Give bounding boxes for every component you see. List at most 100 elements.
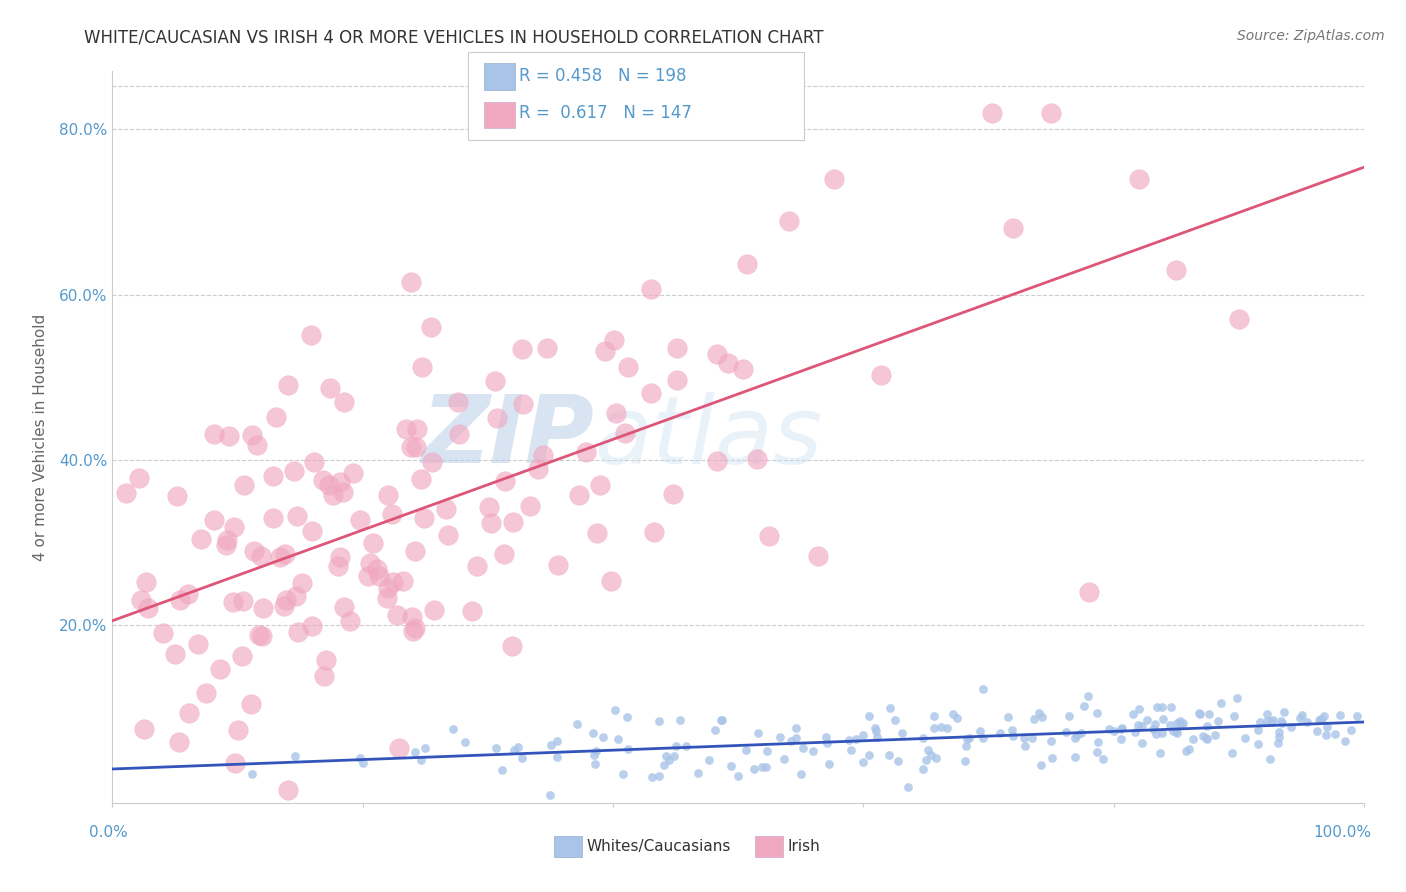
- Point: [1313, 708, 1336, 723]
- Point: [969, 724, 991, 739]
- Point: [485, 411, 508, 425]
- Point: [1309, 712, 1331, 726]
- Point: [342, 466, 364, 480]
- Point: [136, 601, 159, 615]
- Point: [333, 599, 356, 614]
- Point: [179, 706, 201, 720]
- Point: [879, 701, 901, 715]
- Point: [751, 760, 773, 774]
- Point: [406, 422, 429, 436]
- Point: [605, 406, 627, 420]
- Point: [661, 487, 683, 501]
- Point: [1102, 724, 1125, 739]
- Point: [395, 423, 418, 437]
- Point: [246, 437, 269, 451]
- Point: [419, 320, 441, 334]
- Point: [648, 714, 671, 729]
- Point: [1040, 750, 1063, 764]
- Point: [1261, 713, 1284, 727]
- Point: [1270, 714, 1292, 728]
- Point: [1022, 713, 1045, 727]
- Point: [152, 626, 174, 640]
- Point: [540, 739, 562, 753]
- Point: [1178, 741, 1201, 756]
- Point: [612, 767, 634, 781]
- Point: [735, 257, 758, 271]
- Point: [1001, 723, 1024, 737]
- Point: [603, 703, 626, 717]
- Point: [720, 759, 742, 773]
- Point: [1146, 700, 1168, 714]
- Point: [1256, 707, 1278, 722]
- Text: Whites/Caucasians: Whites/Caucasians: [586, 839, 731, 854]
- Point: [1247, 737, 1270, 751]
- Point: [688, 765, 710, 780]
- Point: [1002, 221, 1025, 235]
- Point: [890, 726, 912, 740]
- Point: [1181, 732, 1204, 747]
- Point: [167, 735, 190, 749]
- Point: [352, 756, 374, 771]
- Point: [359, 556, 381, 570]
- Point: [1247, 723, 1270, 738]
- Point: [1170, 717, 1192, 731]
- Point: [778, 214, 800, 228]
- Point: [186, 637, 208, 651]
- Point: [801, 744, 824, 758]
- Point: [1198, 706, 1220, 721]
- Point: [1160, 699, 1182, 714]
- Point: [936, 721, 959, 735]
- Point: [769, 730, 792, 744]
- Point: [666, 373, 689, 387]
- Point: [1028, 706, 1050, 721]
- Point: [242, 767, 264, 781]
- Point: [262, 511, 284, 525]
- Point: [1111, 721, 1133, 735]
- Point: [366, 562, 388, 576]
- Point: [1066, 727, 1088, 741]
- Point: [1166, 726, 1188, 740]
- Point: [717, 356, 740, 370]
- Point: [401, 275, 423, 289]
- Point: [911, 762, 934, 776]
- Text: R =  0.617   N = 147: R = 0.617 N = 147: [519, 104, 692, 122]
- Point: [478, 500, 501, 514]
- Point: [883, 713, 905, 727]
- Point: [329, 550, 352, 565]
- Point: [640, 282, 662, 296]
- Point: [527, 462, 550, 476]
- Point: [1146, 727, 1168, 741]
- Point: [502, 515, 524, 529]
- Point: [704, 723, 727, 738]
- Point: [665, 341, 688, 355]
- Point: [731, 362, 754, 376]
- Point: [773, 752, 796, 766]
- Point: [461, 604, 484, 618]
- Point: [929, 721, 952, 735]
- Point: [1014, 739, 1036, 753]
- Point: [785, 721, 807, 735]
- Point: [388, 741, 411, 756]
- Point: [1223, 709, 1246, 723]
- Text: atlas: atlas: [595, 392, 823, 483]
- Point: [1209, 696, 1232, 710]
- Point: [1316, 720, 1339, 734]
- Point: [492, 547, 515, 561]
- Point: [547, 558, 569, 573]
- Point: [1122, 706, 1144, 721]
- Point: [815, 736, 838, 750]
- Point: [1021, 731, 1043, 745]
- Point: [1291, 707, 1313, 722]
- Text: WHITE/CAUCASIAN VS IRISH 4 OR MORE VEHICLES IN HOUSEHOLD CORRELATION CHART: WHITE/CAUCASIAN VS IRISH 4 OR MORE VEHIC…: [84, 29, 824, 46]
- Point: [697, 753, 720, 767]
- Point: [1152, 712, 1174, 726]
- Text: Irish: Irish: [787, 839, 820, 854]
- Point: [1164, 723, 1187, 738]
- Point: [512, 750, 534, 764]
- Point: [858, 747, 880, 762]
- Point: [655, 749, 678, 764]
- Point: [1258, 752, 1281, 766]
- Point: [583, 757, 606, 772]
- Point: [1268, 725, 1291, 739]
- Point: [1279, 720, 1302, 734]
